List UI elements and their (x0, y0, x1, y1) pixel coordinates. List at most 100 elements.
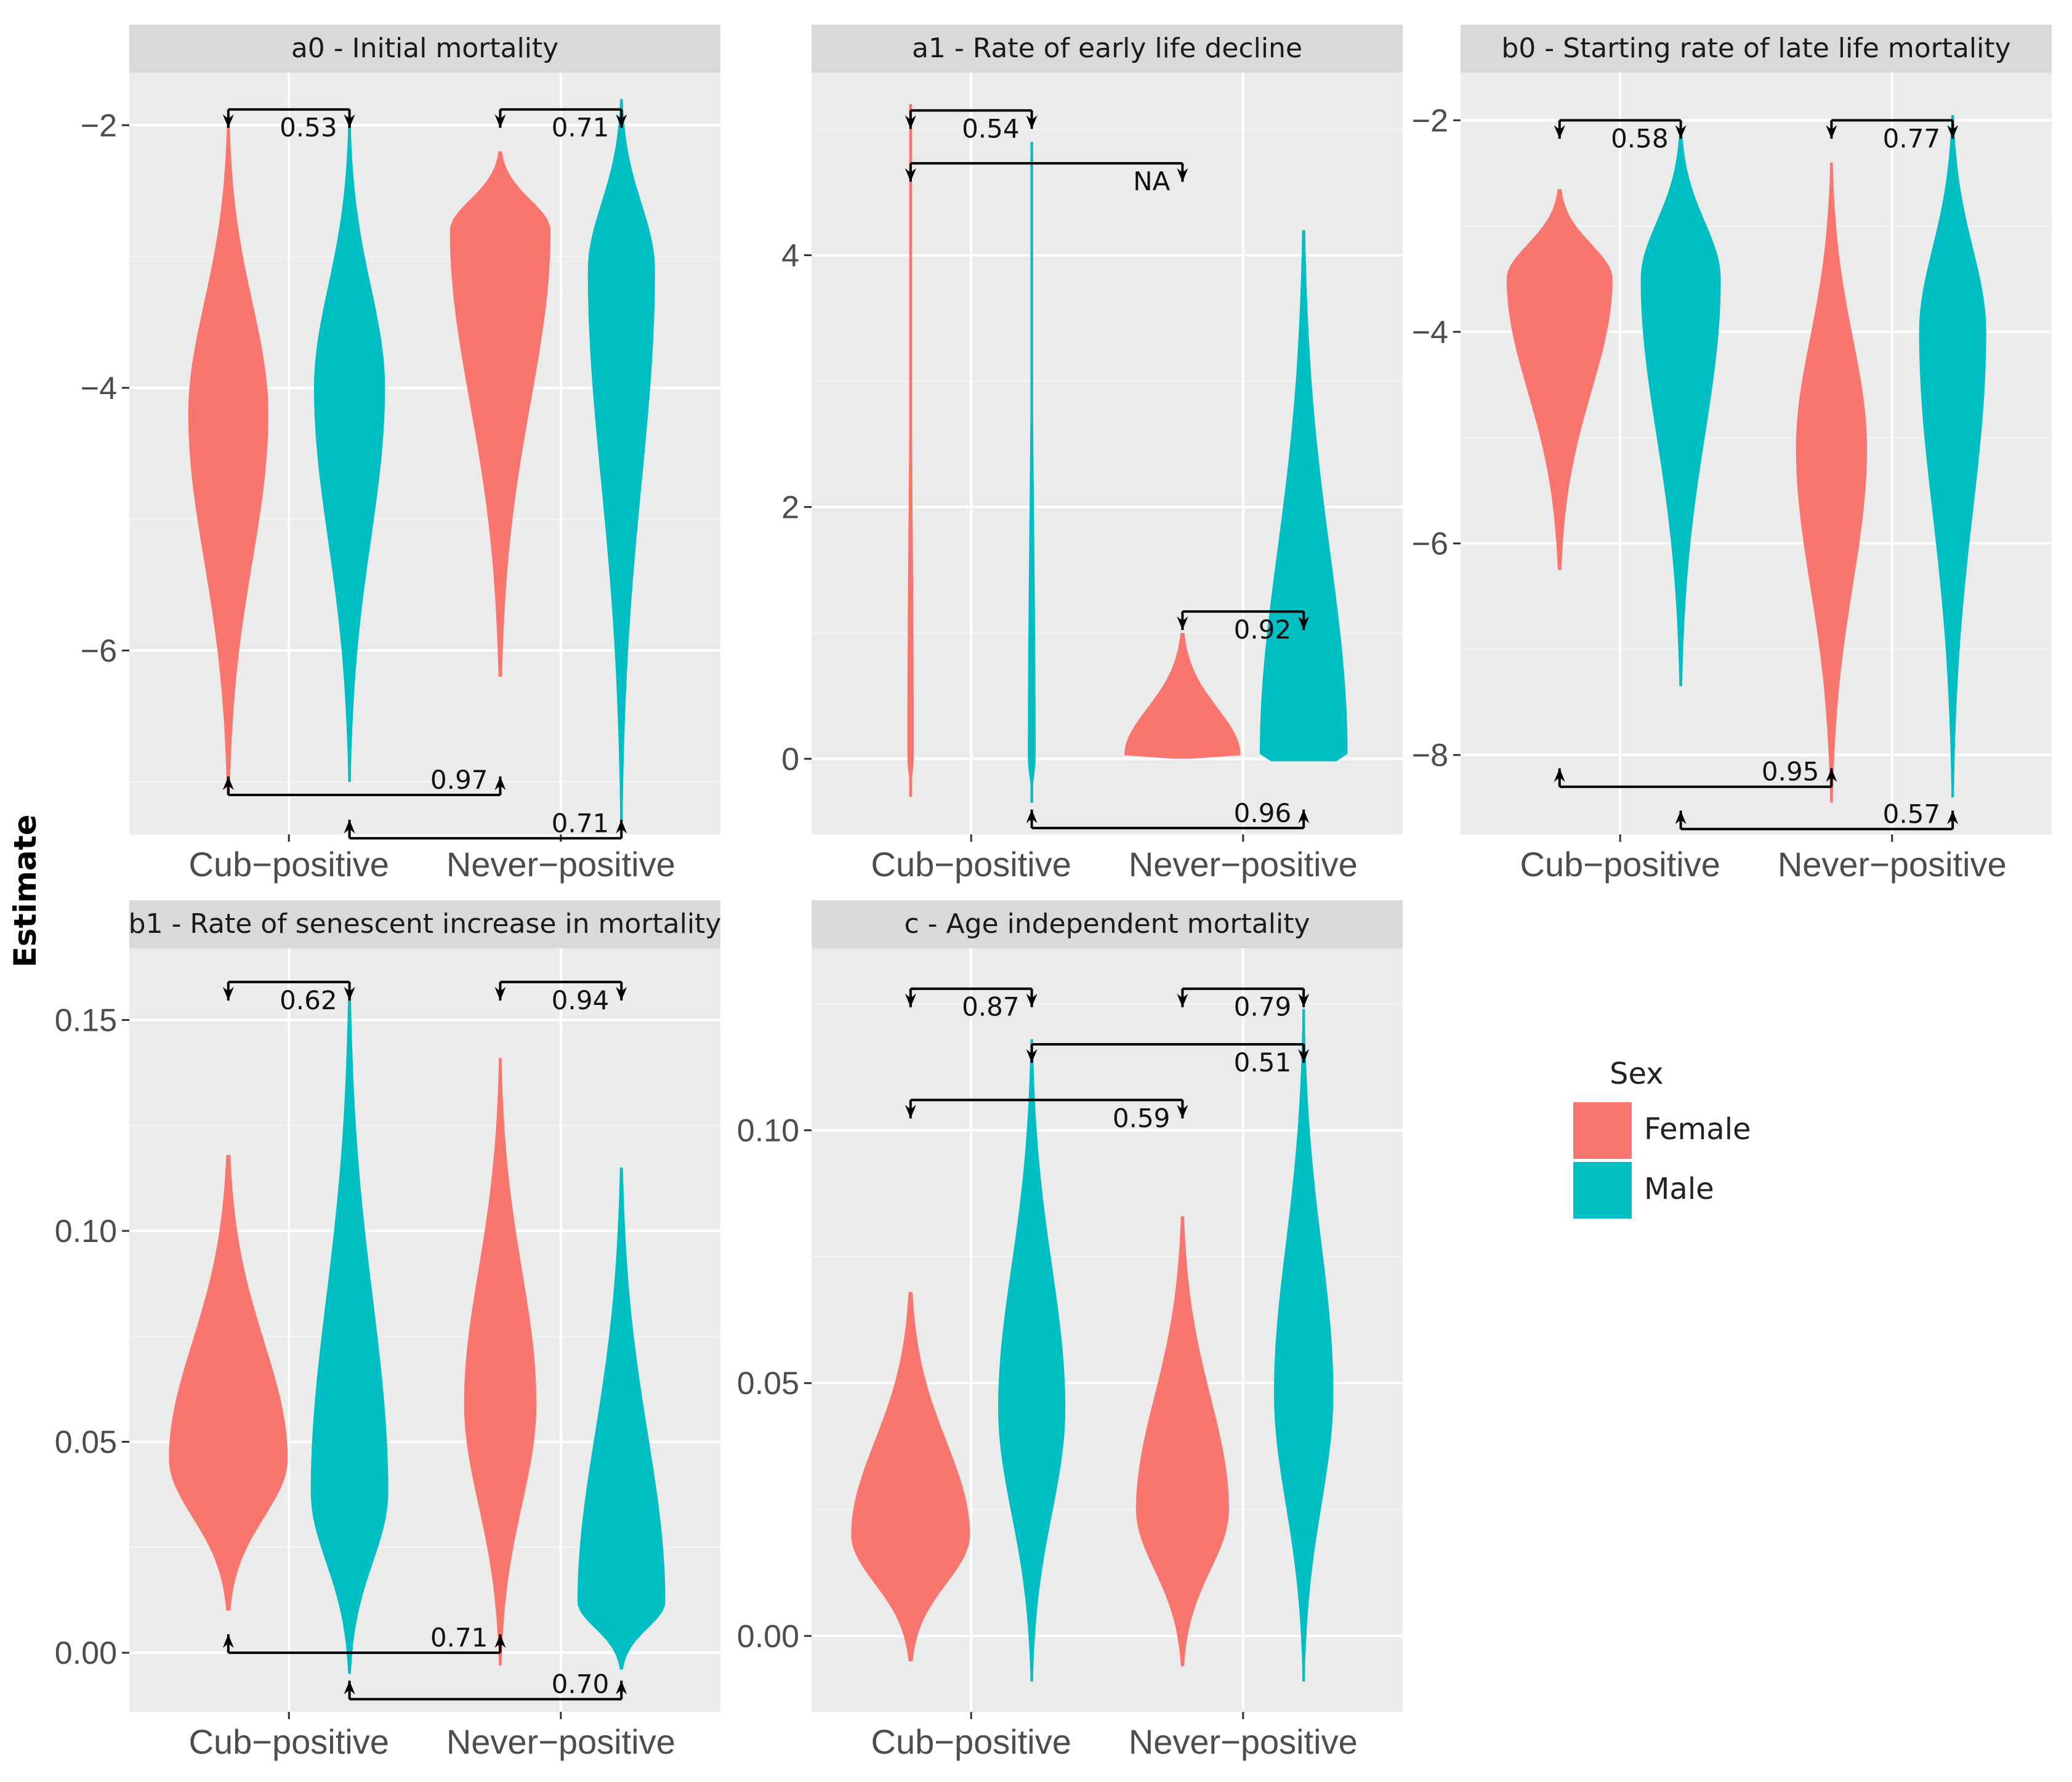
violin-male-cub-positive (1640, 131, 1721, 687)
y-tick-label: −2 (1412, 103, 1448, 139)
x-tick-label: Never−positive (446, 1722, 675, 1761)
y-tick-label: 0.00 (737, 1619, 799, 1655)
bracket-arrowhead (344, 114, 355, 128)
comparison-bracket: 0.58 (1554, 119, 1687, 153)
y-tick-label: 0.10 (55, 1214, 117, 1249)
bracket-label: 0.96 (1234, 798, 1292, 828)
bracket-arrowhead (344, 986, 355, 1001)
bracket-arrowhead (1298, 1049, 1310, 1063)
violin-male-never-positive (587, 99, 655, 821)
bracket-arrowhead (1177, 616, 1188, 631)
violin-male-cub-positive (998, 1039, 1066, 1682)
bracket-arrowhead (1026, 1049, 1038, 1063)
bracket-arrowhead (1298, 616, 1310, 631)
bracket-arrowhead (1177, 168, 1188, 182)
y-tick-label: 0.00 (55, 1635, 117, 1671)
comparison-bracket: 0.70 (344, 1669, 627, 1701)
bracket-label: 0.97 (430, 765, 488, 795)
panel-strip (812, 25, 1403, 73)
bracket-label: 0.70 (552, 1669, 610, 1699)
x-tick-label: Cub−positive (871, 1722, 1071, 1761)
bracket-arrowhead (616, 820, 627, 834)
violin-male-cub-positive (310, 990, 389, 1674)
legend-key-male (1573, 1162, 1632, 1219)
bracket-arrowhead (1554, 768, 1565, 782)
bracket-arrowhead (1026, 809, 1038, 823)
panels: a0 - Initial mortality −6 −4 −2 Cub−positive… (55, 25, 2052, 1761)
legend-title: Sex (1610, 1057, 1664, 1091)
legend-label-male: Male (1644, 1172, 1714, 1206)
bracket-label: 0.71 (430, 1623, 488, 1653)
bracket-arrowhead (616, 986, 627, 1001)
panel-strip (129, 900, 720, 948)
violin-female-cub-positive (188, 125, 268, 795)
bracket-arrowhead (494, 1634, 506, 1648)
y-tick-label: 0.10 (737, 1113, 799, 1149)
bracket-arrowhead (1675, 810, 1687, 824)
y-tick-label: 0.15 (55, 1002, 117, 1038)
bracket-arrowhead (1298, 809, 1310, 823)
panel-2: b0 - Starting rate of late life mortalit… (1412, 25, 2052, 884)
comparison-bracket: 0.71 (494, 108, 627, 143)
violin-male-never-positive (1274, 1009, 1334, 1682)
violin-female-never-positive (449, 151, 551, 677)
comparison-bracket: 0.95 (1554, 757, 1837, 788)
y-tick-label: 2 (781, 490, 799, 525)
bracket-label: 0.71 (552, 808, 610, 838)
legend-label-female: Female (1644, 1112, 1751, 1147)
bracket-arrowhead (1947, 810, 1959, 824)
violin-female-cub-positive (1506, 189, 1613, 570)
y-tick-label: 0.05 (737, 1366, 799, 1401)
bracket-label: 0.92 (1234, 615, 1292, 645)
bracket-label: 0.62 (280, 985, 337, 1015)
panel-4: c - Age independent mortality 0.00 0.05 0.1… (737, 900, 1403, 1761)
bracket-arrowhead (1947, 125, 1959, 139)
bracket-label: 0.71 (552, 113, 610, 143)
comparison-bracket: 0.77 (1826, 119, 1959, 153)
bracket-label: 0.58 (1611, 123, 1669, 153)
y-tick-label: −6 (1412, 526, 1448, 562)
bracket-arrowhead (494, 114, 506, 128)
bracket-label: 0.95 (1762, 757, 1820, 787)
violin-male-cub-positive (313, 125, 385, 782)
panel-title: b1 - Rate of senescent increase in morta… (129, 908, 722, 940)
y-tick-label: −6 (81, 633, 117, 669)
bracket-label: 0.87 (962, 992, 1020, 1022)
violin-female-cub-positive (907, 104, 914, 797)
comparison-bracket: 0.53 (222, 108, 355, 143)
comparison-bracket: 0.59 (905, 1099, 1188, 1133)
bracket-arrowhead (344, 820, 355, 834)
comparison-bracket: 0.71 (222, 1623, 506, 1655)
x-tick-label: Never−positive (446, 845, 675, 884)
bracket-arrowhead (905, 168, 916, 182)
bracket-arrowhead (905, 115, 916, 129)
panel-title: c - Age independent mortality (904, 908, 1310, 940)
bracket-arrowhead (1026, 115, 1038, 129)
comparison-bracket: 0.79 (1177, 987, 1310, 1022)
bracket-arrowhead (905, 993, 916, 1007)
legend-key-female (1573, 1102, 1632, 1159)
panel-title: a0 - Initial mortality (291, 33, 558, 64)
y-tick-label: −4 (1412, 315, 1448, 350)
bracket-label: 0.94 (552, 985, 610, 1015)
y-tick-label: −2 (81, 108, 117, 143)
y-tick-label: 4 (781, 238, 799, 273)
comparison-bracket: 0.96 (1026, 798, 1310, 829)
violin-male-cub-positive (1028, 142, 1036, 803)
bracket-arrowhead (1826, 125, 1837, 139)
violin-female-never-positive (1135, 1216, 1229, 1667)
bracket-arrowhead (1675, 125, 1687, 139)
x-tick-label: Never−positive (1778, 845, 2007, 884)
x-tick-label: Never−positive (1129, 845, 1358, 884)
bracket-label: 0.59 (1113, 1103, 1171, 1133)
bracket-label: 0.79 (1234, 992, 1292, 1022)
x-tick-label: Cub−positive (189, 1722, 389, 1761)
violin-male-never-positive (1919, 115, 1986, 797)
y-tick-label: −4 (81, 371, 117, 406)
panel-0: a0 - Initial mortality −6 −4 −2 Cub−positive… (81, 25, 720, 884)
panel-strip (129, 25, 720, 73)
violin-female-never-positive (1124, 632, 1241, 759)
violin-female-cub-positive (851, 1292, 970, 1661)
bracket-arrowhead (1298, 993, 1310, 1007)
